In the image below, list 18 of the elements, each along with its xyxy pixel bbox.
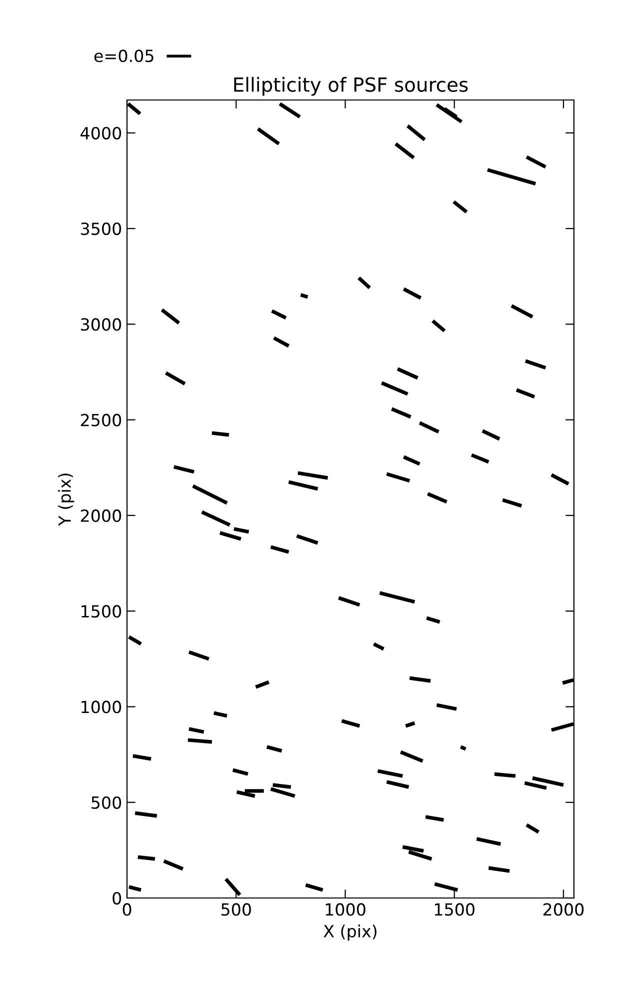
- y-tick-label: 2000: [80, 509, 122, 522]
- x-tick-label: 1000: [326, 903, 366, 916]
- y-tick-label: 3500: [81, 222, 122, 236]
- y-tick-label: 1500: [82, 605, 122, 618]
- x-tick-label: 2000: [543, 903, 584, 916]
- chart-title: Ellipticity of PSF sources: [234, 76, 468, 96]
- y-tick-label: 0: [112, 892, 122, 905]
- x-tick-label: 500: [222, 903, 251, 916]
- x-tick-label: 1500: [434, 903, 474, 916]
- y-tick-label: 2500: [80, 414, 122, 426]
- x-axis-title: X (pix): [324, 924, 376, 941]
- y-axis-title: Y (pix): [58, 474, 74, 526]
- y-tick-label: 500: [92, 796, 122, 809]
- legend-label: e=0.05: [94, 50, 154, 62]
- y-tick-label: 4000: [80, 126, 122, 140]
- y-tick-label: 1000: [82, 700, 122, 714]
- x-tick-label: 0: [122, 903, 132, 916]
- y-tick-label: 3000: [81, 318, 122, 331]
